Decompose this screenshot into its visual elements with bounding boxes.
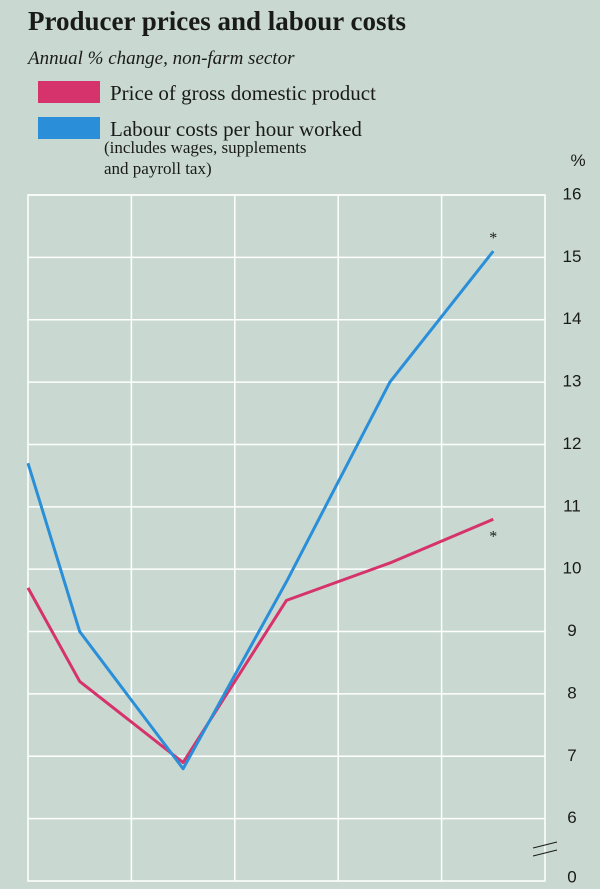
legend-swatch xyxy=(38,117,100,139)
chart-subtitle: Annual % change, non-farm sector xyxy=(26,48,295,69)
y-tick-label: 9 xyxy=(567,621,576,640)
legend-swatch xyxy=(38,81,100,103)
y-tick-label: 6 xyxy=(567,808,576,827)
plot-frame xyxy=(27,194,546,882)
y-tick-label: 13 xyxy=(563,372,582,391)
y-tick-label: 10 xyxy=(563,559,582,578)
y-tick-label: 16 xyxy=(563,184,582,203)
y-tick-label: 14 xyxy=(563,309,582,328)
annotation: * xyxy=(489,230,497,247)
legend-note: and payroll tax) xyxy=(104,159,212,178)
legend-label: Labour costs per hour worked xyxy=(110,117,362,141)
y-tick-label: 15 xyxy=(563,247,582,266)
legend-note: (includes wages, supplements xyxy=(104,138,307,157)
y-unit: % xyxy=(570,151,585,170)
y-tick-label: 12 xyxy=(563,434,582,453)
data-line xyxy=(26,517,494,765)
y-tick-label: 8 xyxy=(567,683,576,702)
data-line xyxy=(26,250,495,771)
legend-label: Price of gross domestic product xyxy=(110,81,376,105)
chart-title: Producer prices and labour costs xyxy=(28,6,406,36)
axis-break xyxy=(532,841,558,849)
y-break-label: 0 xyxy=(567,867,576,886)
annotation: * xyxy=(489,528,497,545)
axis-break xyxy=(532,849,558,857)
y-tick-label: 7 xyxy=(567,746,576,765)
y-tick-label: 11 xyxy=(563,496,581,515)
